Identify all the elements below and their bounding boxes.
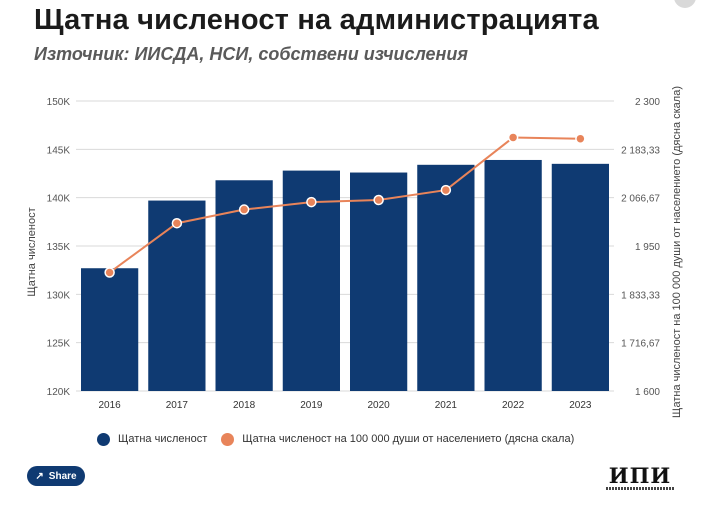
line-point: [575, 133, 586, 144]
bar: [551, 163, 609, 391]
bar: [215, 180, 273, 391]
share-label: Share: [48, 470, 77, 482]
y-axis-title: Щатна численост: [26, 207, 38, 296]
legend-dot-bars: [97, 432, 110, 446]
x-tick-label: 2023: [569, 400, 592, 411]
x-tick-label: 2019: [300, 400, 323, 411]
y-tick-label: 120K: [47, 387, 71, 398]
line-point: [440, 184, 452, 196]
y-tick-label: 135K: [47, 242, 71, 253]
ipi-logo: ИПИ: [606, 463, 674, 492]
line-series: [109, 136, 581, 274]
bar: [417, 164, 475, 391]
legend-item-line[interactable]: Щатна численост на 100 000 души от насел…: [221, 432, 575, 446]
y2-axis-title: Щатна численост на 100 000 души от насел…: [671, 86, 683, 418]
y2-tick-label: 1 833,33: [621, 290, 660, 301]
legend-dot-line: [221, 432, 235, 446]
y-tick-label: 150K: [47, 97, 71, 108]
legend-label-line: Щатна численост на 100 000 души от насел…: [242, 433, 575, 445]
logo-underline: [606, 487, 674, 490]
y-tick-label: 145K: [47, 145, 71, 156]
line-point: [171, 217, 183, 229]
line-point: [104, 267, 115, 278]
line-point: [373, 194, 384, 206]
legend-label-bars: Щатна численост: [118, 433, 208, 445]
y2-tick-label: 2 066,67: [621, 194, 660, 205]
x-tick-label: 2022: [502, 400, 525, 411]
x-tick-label: 2020: [368, 400, 391, 411]
y2-tick-label: 1 716,67: [621, 339, 660, 350]
x-tick-label: 2016: [99, 400, 122, 411]
x-tick-label: 2021: [435, 400, 458, 411]
chart-subtitle: Източник: ИИСДА, НСИ, собствени изчислен…: [34, 44, 469, 64]
y-tick-label: 125K: [47, 339, 71, 350]
bar: [350, 172, 408, 391]
y2-tick-label: 2 300: [635, 97, 660, 108]
bar: [148, 200, 206, 391]
legend-item-bars[interactable]: Щатна численост: [97, 432, 208, 446]
menu-icon[interactable]: [674, 0, 696, 8]
share-button[interactable]: ↗ Share: [27, 466, 85, 486]
line-point: [306, 196, 317, 208]
y2-tick-label: 2 183,33: [621, 145, 660, 156]
bar: [81, 268, 139, 391]
bar: [484, 159, 542, 391]
chart-legend: Щатна численост Щатна численост на 100 0…: [97, 430, 588, 448]
x-tick-label: 2018: [233, 400, 256, 411]
y-tick-label: 130K: [47, 290, 71, 301]
x-tick-label: 2017: [166, 400, 189, 411]
y-tick-label: 140K: [47, 194, 71, 205]
y2-tick-label: 1 600: [635, 387, 660, 398]
line-point: [238, 204, 250, 215]
share-icon: ↗: [35, 470, 44, 482]
chart-title: Щатна численост на администрацията: [34, 4, 599, 36]
line-point: [507, 132, 519, 143]
y2-tick-label: 1 950: [635, 242, 660, 253]
logo-text: ИПИ: [608, 463, 672, 488]
